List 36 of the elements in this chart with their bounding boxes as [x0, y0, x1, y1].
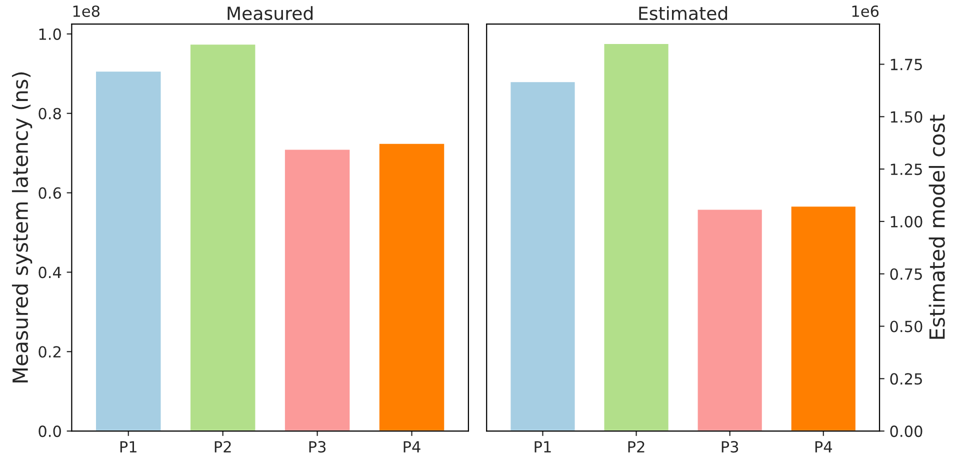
y2-tick-label: 1.75 [890, 58, 922, 70]
y-tick-label: 0.2 [38, 346, 60, 358]
y2-tick-label: 0.25 [890, 373, 922, 385]
chart-title: Estimated [639, 6, 728, 20]
y2-tick-label: 0.00 [890, 426, 922, 438]
x-tick-label: P3 [722, 441, 738, 453]
y-tick-label: 0.8 [38, 108, 61, 120]
x-tick-label: P3 [309, 441, 326, 453]
bar [189, 43, 257, 432]
x-tick-label: P2 [214, 441, 231, 452]
x-tick-label: P4 [815, 441, 832, 452]
y-tick-label: 0.4 [38, 266, 62, 278]
y2-tick-label: 1.25 [890, 164, 922, 176]
x-tick-label: P4 [404, 441, 420, 452]
y2-tick-label: 1.00 [890, 216, 922, 228]
y2-tick-label: 1.50 [890, 111, 922, 123]
bar [790, 205, 857, 432]
y-axis-title: Measured system latency (ns) [12, 72, 32, 382]
bar [284, 148, 352, 432]
y2-axis-title: Estimated model cost [928, 114, 945, 339]
y-tick-label: 0.6 [38, 187, 62, 199]
x-tick-label: P2 [628, 441, 644, 452]
y-tick-label: 1.0 [39, 28, 61, 40]
x-tick-label: P1 [120, 441, 136, 452]
bar [378, 142, 446, 432]
chart-title: Measured [228, 6, 313, 20]
y2-tick-label: 0.75 [890, 268, 922, 280]
bar [696, 208, 764, 432]
y2-tick-label: 0.50 [890, 320, 922, 332]
text: 1e6 [852, 5, 879, 17]
bar [94, 70, 162, 432]
bar [509, 80, 576, 432]
text: 1e8 [73, 5, 100, 17]
x-tick-label: P1 [534, 441, 551, 452]
bar [602, 42, 670, 432]
y-tick-label: 0.0 [38, 426, 61, 438]
